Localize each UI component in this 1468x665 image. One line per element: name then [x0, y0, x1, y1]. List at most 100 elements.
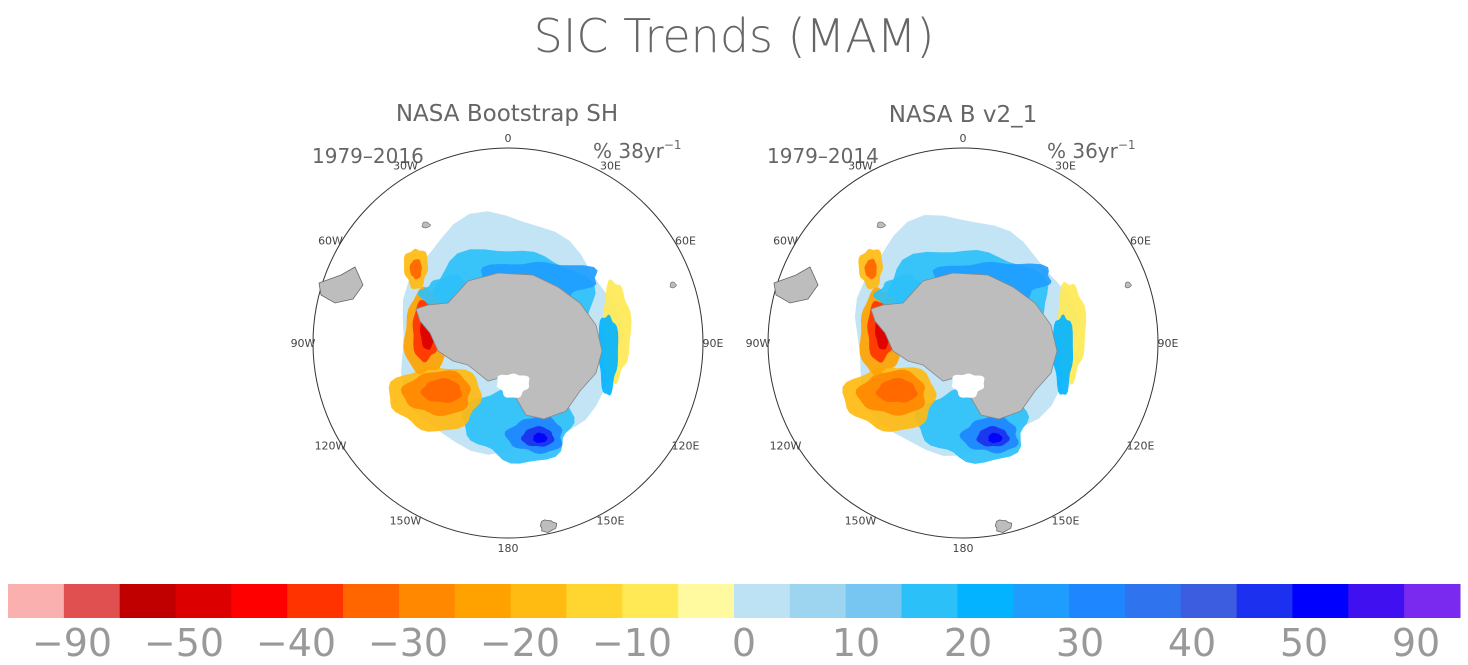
longitude-tick-label: 120W — [315, 440, 347, 453]
longitude-tick-label: 90W — [291, 337, 316, 350]
colorbar-swatch — [63, 584, 121, 618]
colorbar-swatch — [454, 584, 512, 618]
longitude-tick-label: 150W — [390, 515, 422, 528]
period-label: 1979–2014 — [767, 144, 879, 168]
antarctica-landmass — [415, 272, 603, 420]
colorbar-swatch — [398, 584, 456, 618]
longitude-tick-label: 180 — [953, 542, 974, 555]
trend-field-patch — [1053, 314, 1073, 395]
longitude-tick-label: 60W — [773, 235, 798, 248]
new-zealand-landmass — [994, 519, 1013, 534]
map-panel-v2: NASA B v2_1 1979–2014 % 36yr−1 0 30E 60E 90… — [746, 102, 1179, 555]
colorbar-swatch — [1348, 584, 1405, 618]
units-label: % 38yr−1 — [593, 138, 682, 163]
colorbar-swatch — [1124, 584, 1182, 618]
colorbar-swatch — [1180, 584, 1238, 618]
colorbar-tick-label: −30 — [368, 621, 448, 665]
longitude-tick-label: 0 — [960, 132, 967, 145]
trend-field-patch — [533, 432, 548, 443]
colorbar-swatch — [1404, 584, 1461, 618]
trend-field-patch — [988, 432, 1003, 444]
colorbar-swatch — [566, 584, 623, 618]
colorbar-swatch — [1013, 584, 1070, 618]
longitude-tick-label: 90W — [746, 337, 771, 350]
trend-field-patch — [597, 314, 619, 396]
trend-field-patch — [875, 377, 918, 403]
colorbar-tick-label: 90 — [1392, 621, 1440, 665]
units-exponent: −1 — [1118, 138, 1136, 152]
colorbar-tick-label: −20 — [480, 621, 560, 665]
units-text: % 36yr — [1047, 139, 1119, 163]
colorbar-swatch — [1236, 584, 1293, 618]
longitude-tick-label: 30E — [1055, 160, 1076, 173]
colorbar-tick-label: 30 — [1056, 621, 1104, 665]
colorbar — [8, 584, 1461, 618]
colorbar-swatch — [287, 584, 344, 618]
longitude-labels: 0 30E 60E 90E 120E 150E 180 150W 120W 90W 60W 30W — [291, 132, 724, 555]
colorbar-labels: −90 −50 −40 −30 −20 −10 0 10 20 30 40 50 90 — [32, 621, 1440, 665]
colorbar-swatch — [343, 584, 400, 618]
longitude-tick-label: 120E — [672, 440, 700, 453]
longitude-tick-label: 30W — [848, 160, 873, 173]
island — [421, 221, 432, 229]
panel-title: NASA Bootstrap SH — [396, 101, 618, 127]
main-title: SIC Trends (MAM) — [534, 9, 935, 63]
longitude-tick-label: 0 — [505, 132, 512, 145]
longitude-tick-label: 150W — [845, 515, 877, 528]
colorbar-swatch — [734, 584, 791, 618]
colorbar-swatch — [1292, 584, 1349, 618]
map-panel-bootstrap: NASA Bootstrap SH 1979–2016 % 38yr−1 0 30… — [291, 101, 724, 555]
south-america-landmass — [318, 266, 364, 304]
colorbar-swatch — [510, 584, 567, 618]
units-exponent: −1 — [664, 138, 682, 152]
colorbar-tick-label: −50 — [144, 621, 224, 665]
longitude-tick-label: 180 — [498, 542, 519, 555]
longitude-labels: 0 30E 60E 90E 120E 150E 180 150W 120W 90W 60W 30W — [746, 132, 1179, 555]
polar-map — [312, 147, 704, 539]
colorbar-swatch — [901, 584, 958, 618]
trend-field-patch — [420, 378, 463, 403]
units-label: % 36yr−1 — [1047, 138, 1136, 163]
longitude-tick-label: 90E — [703, 337, 724, 350]
colorbar-tick-label: 20 — [944, 621, 992, 665]
colorbar-swatch — [845, 584, 903, 618]
colorbar-swatch — [231, 584, 288, 618]
trend-field-patch — [864, 258, 877, 280]
longitude-tick-label: 90E — [1158, 337, 1179, 350]
colorbar-tick-label: 40 — [1168, 621, 1216, 665]
colorbar-tick-label: −40 — [256, 621, 336, 665]
new-zealand-landmass — [539, 519, 558, 534]
colorbar-swatch — [119, 584, 177, 618]
longitude-tick-label: 60W — [318, 235, 343, 248]
polar-map — [767, 147, 1159, 539]
units-text: % 38yr — [593, 139, 665, 163]
island — [1124, 281, 1132, 289]
longitude-tick-label: 120E — [1127, 440, 1155, 453]
antarctica-landmass — [870, 272, 1058, 420]
island — [669, 281, 677, 289]
longitude-tick-label: 30E — [600, 160, 621, 173]
trend-field-patch — [409, 259, 422, 280]
ice-shelf — [951, 373, 985, 398]
longitude-tick-label: 150E — [1052, 515, 1080, 528]
longitude-tick-label: 60E — [675, 235, 696, 248]
period-label: 1979–2016 — [312, 144, 424, 168]
panel-title: NASA B v2_1 — [889, 102, 1037, 128]
colorbar-swatch — [1069, 584, 1126, 618]
colorbar-tick-label: −90 — [32, 621, 112, 665]
colorbar-tick-label: 0 — [732, 621, 756, 665]
colorbar-swatch — [957, 584, 1014, 618]
colorbar-swatch — [8, 584, 65, 618]
longitude-tick-label: 30W — [393, 160, 418, 173]
ice-shelf — [496, 373, 530, 398]
longitude-tick-label: 120W — [770, 440, 802, 453]
colorbar-swatch — [622, 584, 679, 618]
island — [876, 221, 887, 229]
colorbar-tick-label: 50 — [1280, 621, 1328, 665]
longitude-tick-label: 60E — [1130, 235, 1151, 248]
south-america-landmass — [773, 266, 819, 304]
colorbar-tick-label: −10 — [592, 621, 672, 665]
longitude-tick-label: 150E — [597, 515, 625, 528]
colorbar-swatch — [678, 584, 735, 618]
